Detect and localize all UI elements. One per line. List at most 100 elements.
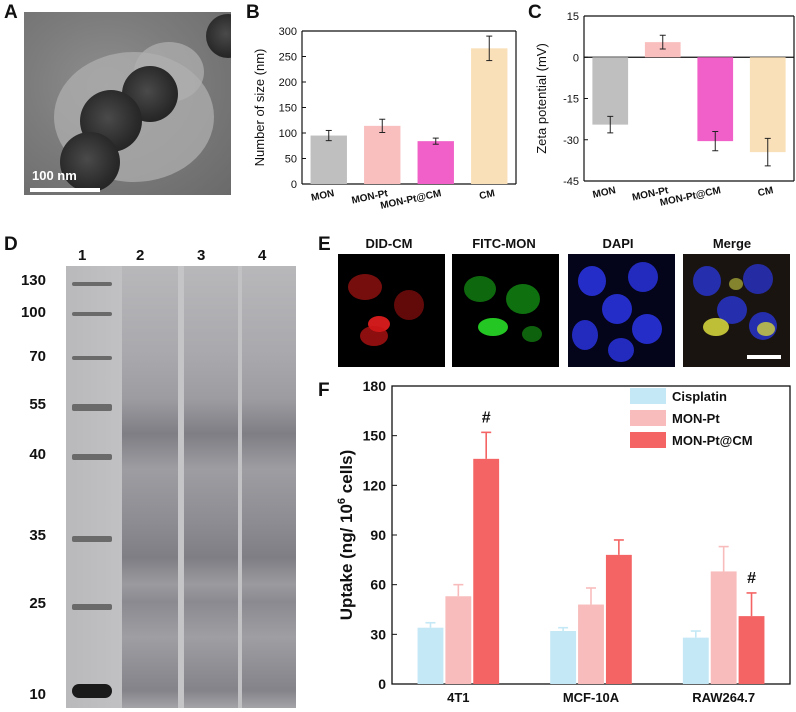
y-tick-label: 120 xyxy=(363,477,387,493)
marker-100: 100 xyxy=(20,304,46,321)
lane-label-3: 3 xyxy=(197,247,206,264)
marker-35: 35 xyxy=(29,527,46,544)
y-tick-label: 0 xyxy=(291,179,297,191)
y-tick-label: 15 xyxy=(567,11,579,23)
merge-image xyxy=(683,254,790,367)
significance-mark: # xyxy=(747,570,756,587)
bar xyxy=(710,571,737,684)
panel-letter-e: E xyxy=(318,234,331,255)
bar xyxy=(592,57,629,125)
legend-label: MON-Pt xyxy=(672,411,720,426)
y-tick-label: 200 xyxy=(279,77,297,89)
marker-band xyxy=(72,684,112,698)
y-tick-label: 30 xyxy=(370,626,386,642)
legend-swatch xyxy=(630,432,666,448)
y-tick-label: 90 xyxy=(370,527,386,543)
x-tick-label: 4T1 xyxy=(447,690,469,705)
did-cm-image xyxy=(338,254,445,367)
y-tick-label: 250 xyxy=(279,52,297,64)
x-tick-label: MON-Pt@CM xyxy=(659,185,722,209)
sample-lane-2 xyxy=(122,266,178,708)
bar xyxy=(644,42,681,58)
y-axis-label: Zeta potential (mV) xyxy=(534,43,549,154)
legend-label: Cisplatin xyxy=(672,389,727,404)
marker-10: 10 xyxy=(29,686,46,703)
x-tick-label: MON-Pt@CM xyxy=(379,188,442,212)
y-tick-label: 150 xyxy=(279,103,297,115)
legend-swatch xyxy=(630,388,666,404)
marker-70: 70 xyxy=(29,348,46,365)
bar xyxy=(578,604,604,684)
panel-letter-f: F xyxy=(318,380,330,401)
y-tick-label: 150 xyxy=(363,428,387,444)
marker-band xyxy=(72,356,112,360)
dapi-image xyxy=(568,254,675,367)
marker-25: 25 xyxy=(29,595,46,612)
y-tick-label: 100 xyxy=(279,128,297,140)
y-tick-label: 0 xyxy=(378,676,386,692)
y-tick-label: 0 xyxy=(573,52,579,64)
scale-bar xyxy=(747,355,781,359)
y-tick-label: 60 xyxy=(370,577,386,593)
bar xyxy=(738,616,765,684)
significance-mark: # xyxy=(482,409,491,426)
bar xyxy=(697,57,734,142)
sample-lane-3 xyxy=(184,266,238,708)
panel-letter-c: C xyxy=(528,2,542,23)
lane-label-2: 2 xyxy=(136,247,145,264)
bar xyxy=(417,627,444,684)
scale-bar xyxy=(30,188,100,192)
bar xyxy=(682,637,709,684)
y-axis-label: Uptake (ng/ 106 cells) xyxy=(336,450,356,621)
bar xyxy=(550,631,577,684)
bar xyxy=(749,57,786,153)
lane-label-1: 1 xyxy=(78,247,87,264)
scale-bar-label: 100 nm xyxy=(32,168,77,183)
y-tick-label: -15 xyxy=(563,94,579,106)
panel-letter-a: A xyxy=(4,2,18,23)
bar xyxy=(471,48,508,185)
y-axis-label: Number of size (nm) xyxy=(252,49,267,167)
fl-label-dapi: DAPI xyxy=(602,236,634,251)
y-tick-label: -30 xyxy=(563,135,579,147)
fl-label-did-cm: DID-CM xyxy=(365,236,413,251)
marker-130: 130 xyxy=(20,272,46,289)
bar xyxy=(473,458,500,684)
marker-band xyxy=(72,282,112,286)
x-tick-label: RAW264.7 xyxy=(692,690,755,705)
bar xyxy=(417,141,454,184)
y-tick-label: 50 xyxy=(285,154,297,166)
lane-label-4: 4 xyxy=(258,247,267,264)
legend-swatch xyxy=(630,410,666,426)
marker-55: 55 xyxy=(29,396,46,413)
bar xyxy=(310,135,347,184)
marker-band xyxy=(72,312,112,316)
nanoparticle xyxy=(206,14,231,58)
x-tick-label: MON xyxy=(310,188,335,204)
x-tick-label: MCF-10A xyxy=(563,690,620,705)
x-tick-label: MON xyxy=(592,185,617,201)
marker-band xyxy=(72,604,112,610)
marker-band xyxy=(72,454,112,460)
bar xyxy=(445,596,472,684)
tem-micrograph: 100 nm xyxy=(24,12,231,195)
fitc-mon-image xyxy=(452,254,559,367)
marker-band xyxy=(72,536,112,542)
y-tick-label: -45 xyxy=(563,176,579,188)
y-tick-label: 180 xyxy=(363,378,387,394)
panel-letter-d: D xyxy=(4,234,18,255)
legend-label: MON-Pt@CM xyxy=(672,433,753,448)
sample-lane-4 xyxy=(242,266,296,708)
fl-label-fitc-mon: FITC-MON xyxy=(472,236,536,251)
bar xyxy=(605,554,632,684)
bar xyxy=(364,125,401,184)
marker-40: 40 xyxy=(29,446,46,463)
marker-band xyxy=(72,404,112,411)
fl-label-merge: Merge xyxy=(712,236,752,251)
y-tick-label: 300 xyxy=(279,26,297,38)
nanoparticle xyxy=(60,132,120,192)
x-tick-label: CM xyxy=(478,188,496,202)
uptake-bar-chart: 0 30 60 90 120 150 180 4T1 MCF-10A RAW264.7 # # Cisp… xyxy=(336,378,791,705)
